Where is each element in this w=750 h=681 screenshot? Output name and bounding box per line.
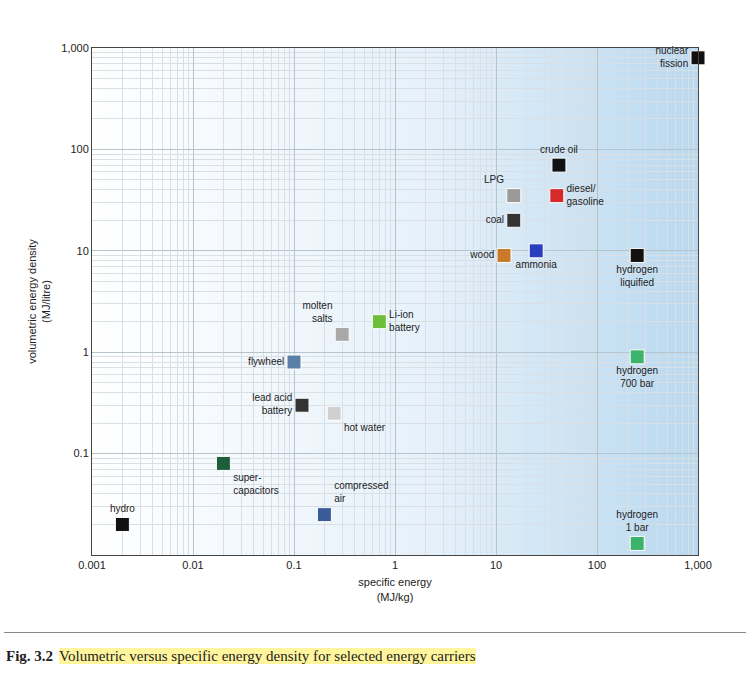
- svg-text:hydrogen700 bar: hydrogen700 bar: [616, 365, 658, 389]
- svg-text:lead acidbattery: lead acidbattery: [252, 392, 292, 416]
- svg-text:LPG: LPG: [484, 174, 504, 185]
- svg-text:nuclearfission: nuclearfission: [655, 45, 688, 69]
- svg-text:0.01: 0.01: [182, 559, 203, 571]
- svg-text:100: 100: [588, 559, 606, 571]
- svg-text:hot water: hot water: [344, 422, 386, 433]
- svg-text:hydrogenliquified: hydrogenliquified: [616, 264, 658, 288]
- svg-text:wood: wood: [469, 249, 494, 260]
- svg-text:1: 1: [83, 346, 89, 358]
- svg-text:1,000: 1,000: [61, 42, 89, 54]
- svg-text:coal: coal: [486, 214, 504, 225]
- svg-text:hydro: hydro: [110, 503, 135, 514]
- svg-text:0.1: 0.1: [286, 559, 301, 571]
- svg-text:Li-ionbattery: Li-ionbattery: [389, 309, 420, 333]
- svg-text:specific energy(MJ/kg): specific energy(MJ/kg): [358, 576, 432, 602]
- svg-text:volumetric energy density(MJ/l: volumetric energy density(MJ/litre): [26, 239, 52, 364]
- svg-text:hydrogen1 bar: hydrogen1 bar: [616, 509, 658, 533]
- svg-text:10: 10: [77, 245, 89, 257]
- svg-text:0.1: 0.1: [74, 447, 89, 459]
- svg-text:1,000: 1,000: [684, 559, 712, 571]
- svg-text:crude oil: crude oil: [540, 144, 578, 155]
- svg-text:1: 1: [392, 559, 398, 571]
- svg-text:super-capacitors: super-capacitors: [233, 472, 279, 496]
- html-text:Fig. 3.2 Volumetric versus spe: Fig. 3.2 Volumetric versus specific ener…: [6, 648, 476, 664]
- svg-text:diesel/gasoline: diesel/gasoline: [567, 183, 605, 207]
- svg-text:compressedair: compressedair: [334, 480, 388, 504]
- svg-text:moltensalts: moltensalts: [302, 300, 332, 324]
- svg-text:ammonia: ammonia: [516, 259, 558, 270]
- svg-text:100: 100: [70, 143, 88, 155]
- svg-text:10: 10: [490, 559, 502, 571]
- svg-text:0.001: 0.001: [78, 559, 106, 571]
- svg-text:flywheel: flywheel: [248, 356, 284, 367]
